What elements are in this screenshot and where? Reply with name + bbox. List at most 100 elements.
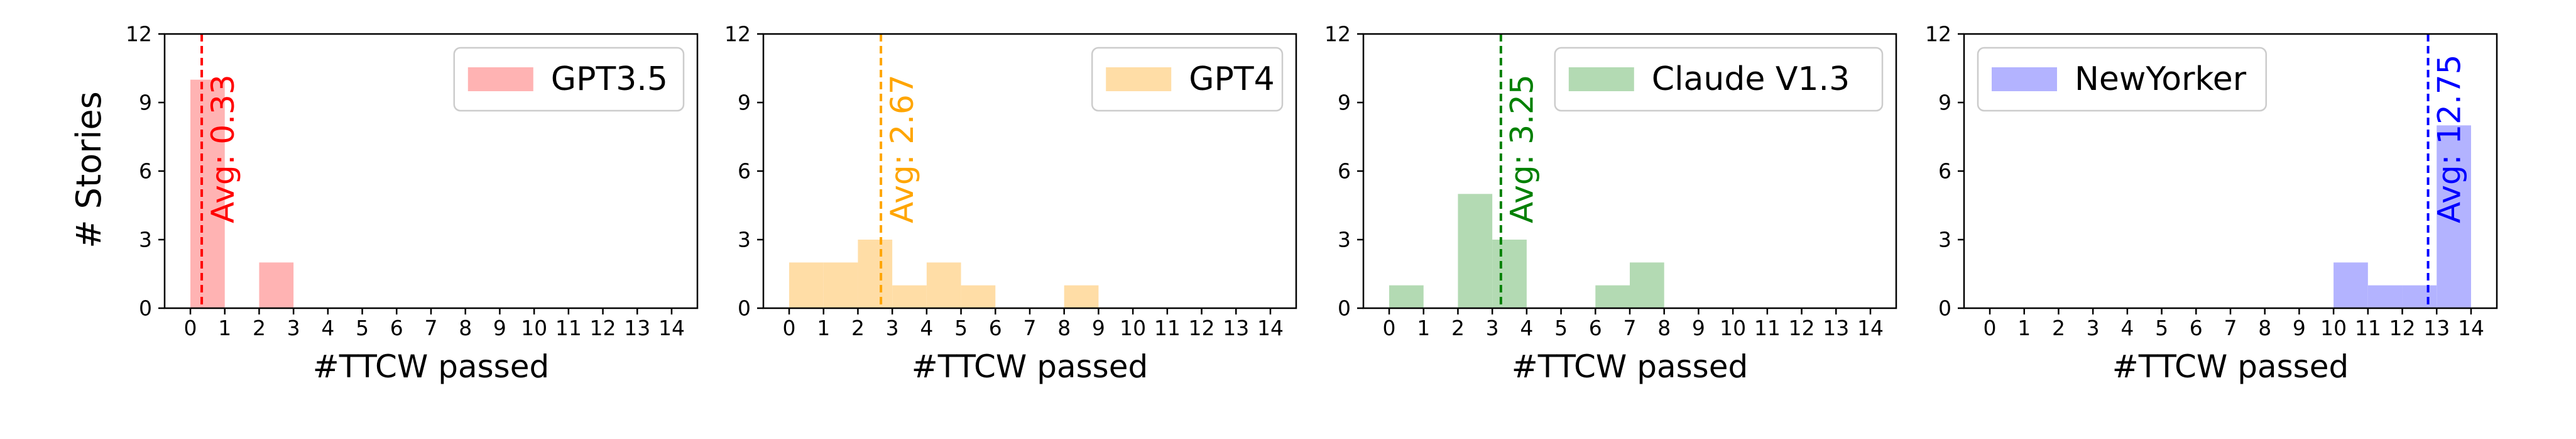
x-tick-label: 6 (1589, 316, 1602, 340)
y-tick-label: 0 (139, 296, 152, 321)
y-tick-label: 6 (139, 159, 152, 184)
legend-swatch (467, 67, 533, 91)
x-tick-label: 1 (218, 316, 231, 340)
x-tick-label: 6 (2190, 316, 2203, 340)
histogram-bar (823, 262, 858, 308)
histogram-bar (1458, 194, 1493, 308)
x-axis-label: #TTCW passed (1512, 348, 1748, 385)
y-tick-label: 6 (1938, 159, 1951, 184)
y-tick-label: 3 (1338, 228, 1351, 252)
x-tick-label: 10 (1720, 316, 1746, 340)
average-label: Avg: 12.75 (2431, 55, 2467, 223)
x-tick-label: 11 (555, 316, 582, 340)
x-tick-label: 11 (1154, 316, 1181, 340)
x-tick-label: 9 (493, 316, 506, 340)
histogram-bar (892, 285, 927, 308)
x-tick-label: 7 (2224, 316, 2237, 340)
x-tick-label: 3 (1486, 316, 1499, 340)
y-tick-label: 12 (1925, 22, 1951, 47)
x-tick-label: 4 (1520, 316, 1533, 340)
x-tick-label: 4 (920, 316, 933, 340)
average-label: Avg: 0.33 (205, 74, 241, 223)
y-tick-label: 12 (1324, 22, 1351, 47)
y-tick-label: 9 (738, 91, 751, 115)
x-tick-label: 8 (2258, 316, 2271, 340)
histogram-bar (858, 240, 893, 308)
legend: Claude V1.3 (1554, 47, 1884, 112)
histogram-bar (190, 79, 225, 309)
histogram-bar (2367, 285, 2403, 308)
x-tick-label: 7 (1023, 316, 1037, 340)
histogram-bar (1595, 285, 1630, 308)
x-tick-label: 2 (2052, 316, 2065, 340)
x-tick-label: 1 (1417, 316, 1430, 340)
legend: GPT4 (1091, 47, 1284, 112)
x-tick-label: 11 (1754, 316, 1781, 340)
x-tick-label: 4 (321, 316, 334, 340)
y-axis-label: # Stories (69, 91, 109, 248)
y-tick-label: 9 (1338, 91, 1351, 115)
x-tick-label: 0 (184, 316, 197, 340)
legend-label: Claude V1.3 (1652, 60, 1850, 98)
y-tick-label: 0 (738, 296, 751, 321)
x-tick-label: 5 (1554, 316, 1568, 340)
x-tick-label: 9 (1092, 316, 1105, 340)
histogram-bar (2333, 262, 2368, 308)
x-tick-label: 3 (886, 316, 899, 340)
y-tick-label: 3 (738, 228, 751, 252)
histogram-bar (1630, 262, 1664, 308)
legend-box (1554, 47, 1884, 112)
x-tick-label: 3 (287, 316, 300, 340)
x-axis-label: #TTCW passed (2112, 348, 2349, 385)
legend-label: NewYorker (2075, 60, 2247, 98)
legend-box (1977, 47, 2268, 112)
legend-swatch (1106, 67, 1172, 91)
x-tick-label: 2 (851, 316, 865, 340)
x-tick-label: 12 (590, 316, 616, 340)
x-tick-label: 10 (2320, 316, 2347, 340)
x-tick-label: 1 (817, 316, 830, 340)
x-tick-label: 14 (2458, 316, 2484, 340)
x-tick-label: 10 (1120, 316, 1146, 340)
x-tick-label: 1 (2017, 316, 2031, 340)
y-tick-label: 3 (1938, 228, 1951, 252)
x-tick-label: 0 (1984, 316, 1997, 340)
average-label: Avg: 3.25 (1504, 74, 1541, 223)
x-tick-label: 14 (658, 316, 685, 340)
x-tick-label: 12 (1789, 316, 1815, 340)
legend: NewYorker (1977, 47, 2268, 112)
x-tick-label: 5 (356, 316, 369, 340)
y-tick-label: 9 (139, 91, 152, 115)
x-tick-label: 14 (1257, 316, 1284, 340)
x-tick-label: 2 (253, 316, 266, 340)
legend-label: GPT3.5 (551, 60, 668, 98)
histogram-bar (1492, 240, 1527, 308)
histogram-bar (259, 262, 294, 308)
x-tick-label: 2 (1451, 316, 1465, 340)
x-tick-label: 14 (1857, 316, 1884, 340)
x-tick-label: 6 (390, 316, 403, 340)
x-tick-label: 4 (2120, 316, 2134, 340)
legend-box (453, 47, 685, 112)
histogram-bar (1389, 285, 1424, 308)
x-tick-label: 11 (2355, 316, 2381, 340)
x-tick-label: 13 (2423, 316, 2450, 340)
x-tick-label: 12 (2389, 316, 2416, 340)
x-tick-label: 9 (1692, 316, 1705, 340)
x-tick-label: 5 (2155, 316, 2168, 340)
x-axis-label: #TTCW passed (912, 348, 1148, 385)
histogram-bar (789, 262, 824, 308)
legend-swatch (1568, 67, 1634, 91)
legend: GPT3.5 (453, 47, 685, 112)
y-tick-label: 0 (1338, 296, 1351, 321)
x-tick-label: 7 (425, 316, 438, 340)
x-tick-label: 0 (783, 316, 796, 340)
legend-swatch (1992, 67, 2057, 91)
x-tick-label: 7 (1624, 316, 1637, 340)
x-tick-label: 12 (1189, 316, 1215, 340)
x-tick-label: 13 (1823, 316, 1849, 340)
legend-label: GPT4 (1189, 60, 1275, 98)
